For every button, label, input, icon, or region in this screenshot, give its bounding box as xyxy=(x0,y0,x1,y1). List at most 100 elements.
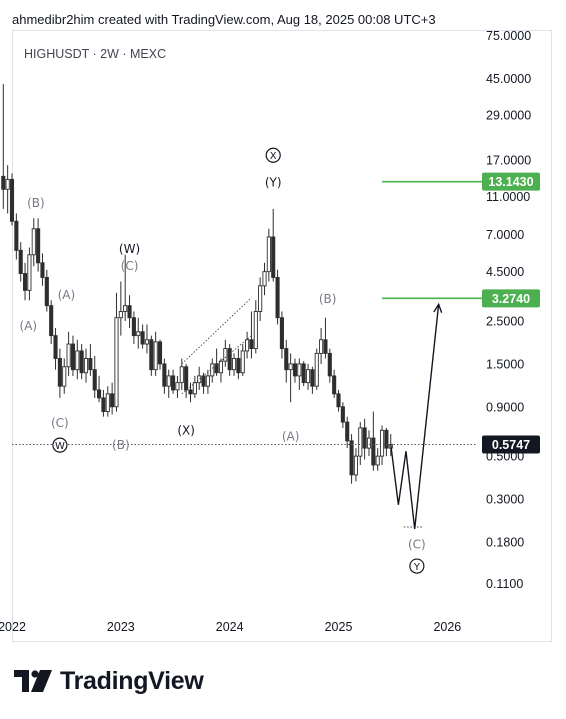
candle-body xyxy=(197,375,202,384)
candle-body xyxy=(323,339,328,354)
candle xyxy=(205,369,210,394)
candle-body xyxy=(288,363,293,371)
candle-body xyxy=(66,343,71,368)
candle-body xyxy=(349,440,354,476)
candle xyxy=(66,331,71,376)
target-price-label-bg xyxy=(482,289,540,308)
candle-body xyxy=(201,375,206,387)
candle-body xyxy=(123,305,128,312)
brand[interactable]: TradingView xyxy=(14,666,204,696)
candle-body xyxy=(140,331,145,345)
price-tick-label: 7.0000 xyxy=(486,228,524,242)
candle-body xyxy=(114,317,119,408)
wave-label: (Y) xyxy=(265,176,282,190)
time-tick-label: 2024 xyxy=(216,620,244,634)
candle xyxy=(379,425,385,465)
candle xyxy=(79,344,84,380)
candle-body xyxy=(79,350,84,374)
candle xyxy=(136,317,141,349)
overlay-layer: (B) (A) (A) (C) W (W) (C) (B) (X) X (Y) (B) (A) (C) Y xyxy=(12,147,482,574)
candle-body xyxy=(175,382,180,391)
candle xyxy=(240,344,245,376)
candle-body xyxy=(127,305,132,319)
candle xyxy=(197,366,202,390)
candle-body xyxy=(88,358,93,371)
price-tick-label: 0.1100 xyxy=(486,577,523,591)
candle-body xyxy=(44,276,49,307)
candle-body xyxy=(319,339,324,354)
candle-body xyxy=(1,175,6,190)
price-tick-label: 45.0000 xyxy=(486,72,531,86)
candle xyxy=(44,269,49,312)
chart-credit: ahmedibr2him created with TradingView.co… xyxy=(12,12,436,27)
candle xyxy=(332,369,337,398)
candle xyxy=(118,281,123,336)
candle xyxy=(40,253,45,286)
candle-body xyxy=(245,339,250,352)
candle xyxy=(127,295,132,328)
candle xyxy=(9,173,15,226)
candle-body xyxy=(105,393,110,413)
candle-body xyxy=(49,305,54,337)
candle-body xyxy=(279,317,284,350)
candle xyxy=(70,335,75,376)
candle-body xyxy=(205,375,210,387)
tradingview-logo-icon xyxy=(14,670,52,692)
candle xyxy=(253,300,258,354)
candle-body xyxy=(153,341,158,371)
candle-body xyxy=(375,455,380,466)
candle-body xyxy=(340,406,345,423)
candle-body xyxy=(301,363,306,384)
wave-label: (W) xyxy=(119,242,140,256)
wave-label: (B) xyxy=(319,292,337,306)
candle-body xyxy=(149,339,154,371)
candle-body xyxy=(258,285,263,312)
wave-label: (A) xyxy=(58,288,76,302)
candle-body xyxy=(192,382,197,395)
candle xyxy=(310,366,315,394)
candle-body xyxy=(92,369,97,391)
candle-body xyxy=(27,254,32,291)
price-tick-label: 11.0000 xyxy=(486,190,530,204)
target-price-label-text: 13.1430 xyxy=(488,175,533,189)
target-price-label-bg xyxy=(482,172,540,191)
wave-label-text: W xyxy=(55,441,65,452)
wave-circle xyxy=(52,437,68,453)
candle-body xyxy=(166,375,171,387)
projection-path xyxy=(390,304,440,530)
candle xyxy=(105,386,110,417)
candle xyxy=(279,311,284,359)
candle xyxy=(149,335,154,376)
price-tick-label: 75.0000 xyxy=(486,29,531,43)
candle xyxy=(358,422,363,465)
trendline xyxy=(181,297,252,365)
candle-body xyxy=(227,348,232,371)
price-tick-label: 1.5000 xyxy=(486,357,524,371)
candle xyxy=(271,208,276,282)
candle xyxy=(184,363,189,398)
wave-circle xyxy=(265,147,281,163)
candle xyxy=(340,402,345,428)
candle xyxy=(36,218,41,272)
candle xyxy=(210,358,215,383)
candle-body xyxy=(292,363,298,377)
wave-label: (X) xyxy=(177,423,195,437)
candle xyxy=(175,375,180,398)
candle xyxy=(131,311,136,345)
wave-label-circled: Y xyxy=(409,558,425,574)
wave-label-circled: W xyxy=(52,437,68,453)
candle xyxy=(231,353,237,376)
candle-body xyxy=(179,366,184,384)
price-axis: 75.0000 45.0000 29.0000 17.0000 11.0000 7.000… xyxy=(486,29,531,591)
candle-body xyxy=(162,363,167,387)
candle xyxy=(171,369,176,394)
price-tick-label: 4.5000 xyxy=(486,265,524,279)
candle xyxy=(18,242,23,282)
candle-body xyxy=(40,262,45,278)
candle-body xyxy=(231,358,237,371)
candle xyxy=(227,344,232,376)
candle xyxy=(297,358,302,390)
candle-body xyxy=(284,348,289,371)
candle xyxy=(166,369,171,398)
